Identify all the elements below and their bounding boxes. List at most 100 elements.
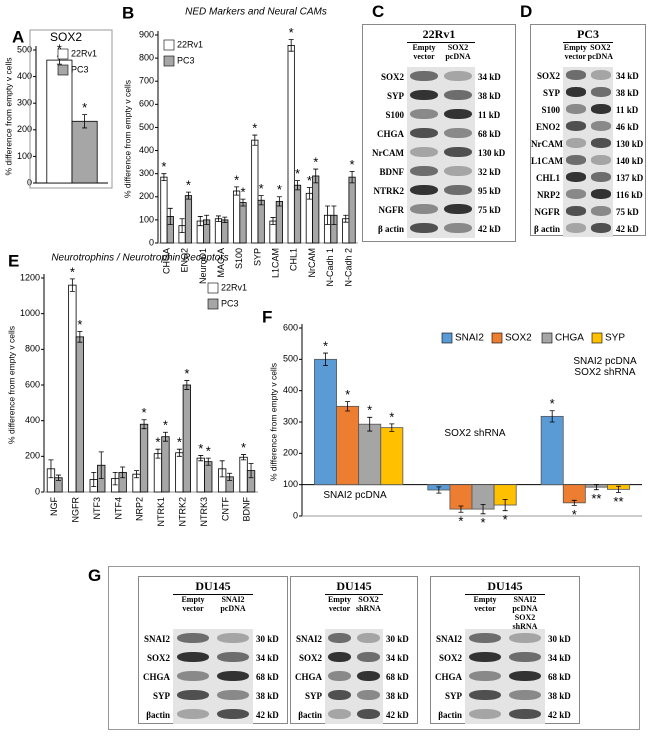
western-blot: DU145 Empty vector SOX2 shRNA SNAI2 30 kD SOX… xyxy=(290,576,418,725)
blot-row: SYP 38 kD xyxy=(291,685,417,706)
significance: * xyxy=(313,154,318,169)
protein-label: SOX2 xyxy=(536,70,560,81)
protein-label: L1CAM xyxy=(531,155,563,166)
band-strip xyxy=(563,185,613,204)
blot-row: SOX2 34 kD xyxy=(363,66,515,87)
blot-row: SOX2 34 kD xyxy=(291,647,417,668)
protein-label: BDNF xyxy=(379,166,405,177)
band xyxy=(565,223,586,233)
error-bar xyxy=(98,451,104,480)
blot-row: NGFR 75 kD xyxy=(363,199,515,220)
panel-letter: A xyxy=(12,27,24,46)
significance: * xyxy=(70,264,75,279)
band xyxy=(356,708,381,720)
y-tick-label: 200 xyxy=(139,191,154,201)
band xyxy=(469,632,501,644)
error-bar xyxy=(48,459,54,479)
size-label: 38 kD xyxy=(386,690,409,701)
error-bar xyxy=(480,504,486,515)
error-bar xyxy=(331,205,337,225)
error-bar xyxy=(458,505,464,513)
protein-label: NRP2 xyxy=(537,189,560,200)
size-label: 11 kD xyxy=(616,104,639,115)
y-tick-label: 500 xyxy=(139,122,154,132)
size-label: 130 kD xyxy=(616,138,644,149)
size-label: 140 kD xyxy=(616,155,644,166)
blot-row: SYP 38 kD xyxy=(531,83,645,102)
bar xyxy=(153,453,163,493)
legend-label: PC3 xyxy=(71,64,89,74)
band-strip xyxy=(407,104,475,125)
band xyxy=(509,651,541,663)
protein-label: SYP xyxy=(444,690,462,701)
bar xyxy=(287,45,295,244)
band-strip xyxy=(563,219,613,238)
band-strip xyxy=(407,123,475,144)
band xyxy=(469,670,501,682)
y-tick-label: 200 xyxy=(283,448,298,458)
legend-swatch xyxy=(163,39,175,51)
protein-label: CHL1 xyxy=(535,172,560,183)
lane-label: Empty vector xyxy=(327,595,352,613)
protein-label: SNAI2 xyxy=(435,633,462,644)
size-label: 130 kD xyxy=(478,147,506,158)
legend-label: CHGA xyxy=(555,333,584,344)
blot-row: S100 11 kD xyxy=(531,100,645,119)
x-tick-label: CNTF xyxy=(220,497,230,521)
protein-label: SYP xyxy=(152,690,170,701)
error-bar xyxy=(219,460,225,478)
x-tick-label: CHL1 xyxy=(289,248,299,271)
size-label: 46 kD xyxy=(616,121,639,132)
y-tick-label: 0 xyxy=(293,510,298,520)
y-tick-label: 0 xyxy=(27,177,32,187)
legend-label: 22Rv1 xyxy=(221,282,247,292)
legend-label: PC3 xyxy=(177,55,195,65)
significance: * xyxy=(350,157,355,172)
error-bar xyxy=(112,471,118,486)
band-strip xyxy=(407,66,475,87)
significance: * xyxy=(458,514,463,529)
band-strip xyxy=(465,647,545,668)
x-tick-label: S100 xyxy=(234,248,244,269)
lane-label: SOX2 pcDNA xyxy=(587,43,614,61)
significance: * xyxy=(345,387,350,402)
band xyxy=(565,87,586,97)
size-label: 34 kD xyxy=(478,71,501,82)
size-label: 68 kD xyxy=(256,671,279,682)
band-strip xyxy=(563,83,613,102)
error-bar xyxy=(615,485,621,493)
protein-label: NGFR xyxy=(378,204,405,215)
size-label: 34 kD xyxy=(548,652,571,663)
band xyxy=(509,632,541,644)
band xyxy=(590,223,611,233)
protein-label: β actin xyxy=(378,223,404,234)
blot-row: SNAI2 30 kD xyxy=(291,628,417,649)
y-tick-label: 400 xyxy=(283,385,298,395)
band xyxy=(444,165,472,177)
panel-letter: B xyxy=(122,3,134,22)
band xyxy=(177,689,209,701)
size-label: 68 kD xyxy=(386,671,409,682)
significance: * xyxy=(367,403,372,418)
error-bar xyxy=(549,410,555,423)
group-label: SNAI2 pcDNA SOX2 shRNA xyxy=(573,356,637,378)
error-bar xyxy=(502,498,508,512)
bar xyxy=(358,423,382,486)
band xyxy=(444,70,472,82)
protein-label: NGFR xyxy=(534,206,561,217)
error-bar xyxy=(571,499,577,506)
blot-row: SYP 38 kD xyxy=(431,685,579,706)
blot-row: SOX2 34 kD xyxy=(531,66,645,85)
blot-row: SOX2 34 kD xyxy=(139,647,287,668)
size-label: 75 kD xyxy=(478,204,501,215)
band xyxy=(217,689,249,701)
error-bar xyxy=(198,455,204,462)
bar xyxy=(540,415,564,486)
significance: * xyxy=(142,405,147,420)
protein-label: SOX2 xyxy=(146,652,170,663)
band xyxy=(565,189,586,199)
size-label: 38 kD xyxy=(616,87,639,98)
bar xyxy=(314,358,337,486)
